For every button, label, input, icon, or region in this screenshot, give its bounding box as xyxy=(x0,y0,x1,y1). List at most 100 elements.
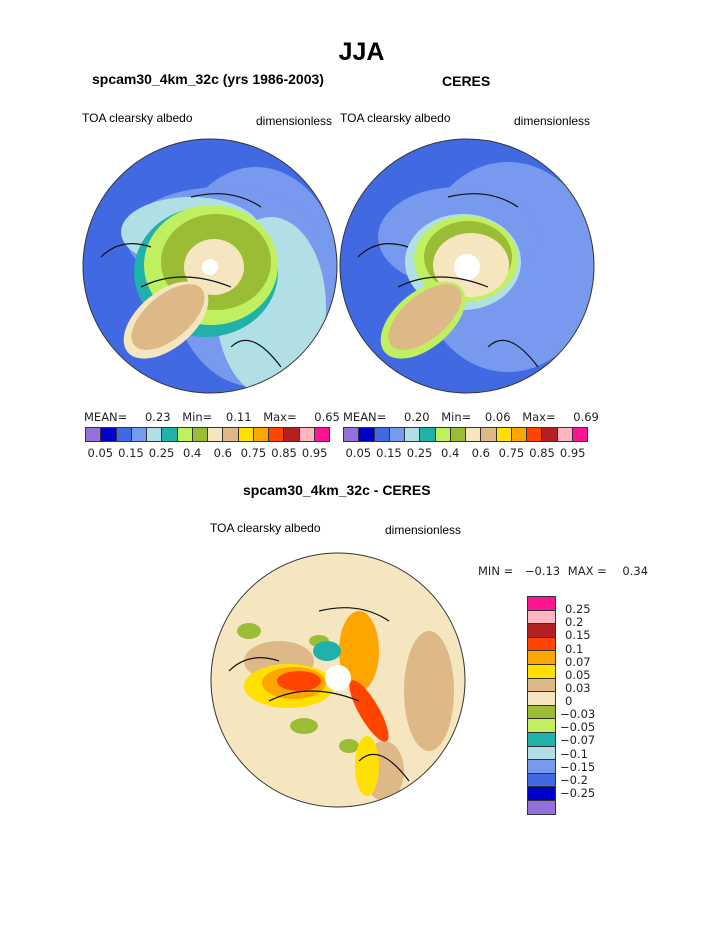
colorbar-label: 0 xyxy=(565,694,573,708)
colorbar-box xyxy=(528,664,555,679)
max-value: 0.34 xyxy=(622,564,649,578)
colorbar-box xyxy=(192,428,208,441)
colorbar-label: 0.6 xyxy=(471,446,490,460)
panel2-stats: MEAN= 0.20 Min= 0.06 Max= 0.69 xyxy=(343,410,599,424)
diff-variable-label: TOA clearsky albedo xyxy=(210,521,321,535)
diff-stats: MIN = −0.13 MAX = 0.34 xyxy=(478,564,648,578)
colorbar-box xyxy=(481,428,497,441)
diff-colorbar xyxy=(527,596,556,815)
colorbar-box xyxy=(528,705,555,720)
colorbar-box xyxy=(405,428,421,441)
colorbar-boxes xyxy=(527,596,556,815)
diff-colorbar-labels: 0.25 0.2 0.15 0.1 0.07 0.05 0.03 0 −0.03 −0.05 −0.… xyxy=(560,596,620,806)
colorbar-box xyxy=(223,428,239,441)
colorbar-box xyxy=(528,624,555,638)
colorbar-box xyxy=(572,428,587,441)
colorbar-box xyxy=(86,428,102,441)
colorbar-box xyxy=(299,428,315,441)
colorbar-box xyxy=(147,428,163,441)
colorbar-label: 0.25 xyxy=(565,602,591,617)
colorbar-label: 0.05 xyxy=(87,446,114,460)
colorbar-box xyxy=(511,428,527,441)
mean-value: 0.20 xyxy=(403,410,430,424)
colorbar-label: 0.1 xyxy=(565,641,584,656)
colorbar-label: 0.4 xyxy=(441,446,460,460)
colorbar-box xyxy=(284,428,300,441)
colorbar-box xyxy=(528,610,555,625)
diff-units-label: dimensionless xyxy=(385,523,462,537)
colorbar-label: 0.75 xyxy=(498,446,525,460)
colorbar-label: 0.4 xyxy=(183,446,202,460)
colorbar-label: 0.2 xyxy=(565,615,584,630)
colorbar-label: 0.15 xyxy=(376,446,402,460)
mean-label: MEAN= xyxy=(343,410,387,424)
colorbar-box xyxy=(208,428,224,441)
max-label: Max= xyxy=(522,410,556,424)
colorbar-box xyxy=(389,428,405,441)
colorbar-label: 0.05 xyxy=(565,667,591,682)
min-label: MIN = xyxy=(478,564,514,578)
colorbar-box xyxy=(162,428,178,441)
colorbar-label: −0.25 xyxy=(560,785,596,800)
max-value: 0.69 xyxy=(573,410,599,424)
colorbar-boxes xyxy=(85,427,330,442)
colorbar-boxes xyxy=(343,427,588,442)
colorbar-labels: 0.05 0.15 0.25 0.4 0.6 0.75 0.85 0.95 xyxy=(85,442,330,460)
min-value: 0.06 xyxy=(484,410,511,424)
min-label: Min= xyxy=(182,410,213,424)
colorbar-box xyxy=(527,428,543,441)
colorbar-box xyxy=(466,428,482,441)
colorbar-box xyxy=(450,428,466,441)
panel2-colorbar: 0.05 0.15 0.25 0.4 0.6 0.75 0.85 0.95 xyxy=(343,427,588,460)
colorbar-box xyxy=(528,651,555,665)
colorbar-box xyxy=(528,678,555,693)
colorbar-box xyxy=(528,597,555,611)
colorbar-label: −0.15 xyxy=(560,759,596,774)
colorbar-label: 0.6 xyxy=(213,446,232,460)
colorbar-label: −0.03 xyxy=(560,707,596,722)
colorbar-label: 0.05 xyxy=(345,446,372,460)
colorbar-box xyxy=(344,428,360,441)
colorbar-box xyxy=(269,428,285,441)
colorbar-box xyxy=(528,746,555,761)
diff-polar-map xyxy=(210,552,466,808)
colorbar-box xyxy=(101,428,117,441)
colorbar-box xyxy=(528,637,555,652)
colorbar-label: 0.25 xyxy=(148,446,175,460)
mean-label: MEAN= xyxy=(84,410,128,424)
colorbar-box xyxy=(528,787,555,801)
min-value: −0.13 xyxy=(524,564,561,578)
colorbar-box xyxy=(528,692,555,706)
panel2-variable-label: TOA clearsky albedo xyxy=(340,111,451,125)
colorbar-label: 0.25 xyxy=(406,446,433,460)
colorbar-label: −0.1 xyxy=(560,746,588,761)
min-value: 0.11 xyxy=(225,410,252,424)
colorbar-box xyxy=(116,428,132,441)
panel1-stats: MEAN= 0.23 Min= 0.11 Max= 0.65 xyxy=(84,410,340,424)
max-label: MAX = xyxy=(567,564,607,578)
colorbar-box xyxy=(528,760,555,774)
panel1-subtitle: spcam30_4km_32c (yrs 1986-2003) xyxy=(92,71,324,87)
colorbar-box xyxy=(542,428,558,441)
colorbar-label: 0.95 xyxy=(301,446,328,460)
colorbar-label: 0.07 xyxy=(565,654,591,669)
diff-subtitle: spcam30_4km_32c - CERES xyxy=(243,482,431,498)
colorbar-box xyxy=(420,428,436,441)
colorbar-label: 0.85 xyxy=(529,446,555,460)
colorbar-box xyxy=(253,428,269,441)
colorbar-box xyxy=(528,800,555,814)
colorbar-label: −0.05 xyxy=(560,720,596,735)
colorbar-label: −0.07 xyxy=(560,733,596,748)
max-label: Max= xyxy=(263,410,297,424)
colorbar-label: 0.15 xyxy=(565,628,591,643)
colorbar-label: 0.03 xyxy=(565,680,591,695)
colorbar-box xyxy=(314,428,329,441)
panel2-subtitle: CERES xyxy=(442,73,491,89)
panel2-units-label: dimensionless xyxy=(514,114,591,128)
colorbar-label: 0.75 xyxy=(240,446,267,460)
max-value: 0.65 xyxy=(314,410,340,424)
figure-title: JJA xyxy=(338,38,385,66)
colorbar-box xyxy=(528,773,555,788)
panel2-polar-map xyxy=(339,138,595,394)
colorbar-box xyxy=(528,732,555,747)
